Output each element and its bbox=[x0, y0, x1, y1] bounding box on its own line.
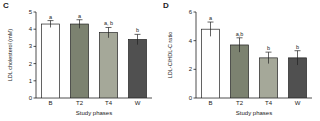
marks bbox=[202, 22, 307, 98]
significance-letter: a bbox=[209, 15, 213, 21]
y-tick-label: 4 bbox=[29, 26, 33, 32]
error-bar bbox=[208, 22, 214, 36]
y-tick-label: 2 bbox=[29, 61, 33, 67]
significance-letter: b bbox=[267, 45, 270, 51]
y-tick-label: 3 bbox=[29, 43, 33, 49]
error-bar bbox=[135, 34, 141, 44]
panel: D LDL-C/HDL-C ratio 0 2 4 6 a Ba,b T2 b T4 b W Study … bbox=[163, 1, 312, 116]
bar bbox=[42, 24, 60, 98]
error-bar bbox=[237, 38, 243, 52]
y-tick-label: 0 bbox=[189, 95, 193, 101]
y-tick bbox=[194, 69, 197, 70]
y-tick-label: 2 bbox=[189, 66, 193, 72]
x-tick-label: T2 bbox=[236, 100, 244, 106]
panel-label: D bbox=[163, 1, 169, 10]
panel-label: C bbox=[3, 1, 9, 10]
panel: C LDL cholesterol (mM) 0 1 2 3 4 5 a Ba T2 a, b T4 b W… bbox=[3, 1, 152, 116]
error-bar bbox=[295, 51, 301, 65]
bar bbox=[260, 58, 278, 98]
y-tick-label: 6 bbox=[189, 9, 193, 15]
y-tick bbox=[194, 12, 197, 13]
significance-letter: a bbox=[78, 13, 82, 19]
significance-letter: a,b bbox=[236, 31, 244, 37]
x-axis-title: Study phases bbox=[76, 110, 112, 116]
y-tick-label: 0 bbox=[29, 95, 33, 101]
significance-letter: a, b bbox=[104, 20, 113, 26]
y-tick-label: 4 bbox=[189, 38, 193, 44]
error-bar bbox=[266, 52, 272, 63]
marks bbox=[42, 20, 147, 98]
significance-letter: a bbox=[49, 14, 53, 20]
y-tick-label: 5 bbox=[29, 9, 33, 15]
bar bbox=[100, 33, 118, 98]
y-tick bbox=[34, 29, 37, 30]
y-tick bbox=[34, 80, 37, 81]
y-tick bbox=[34, 63, 37, 64]
y-axis bbox=[196, 12, 197, 98]
error-bar bbox=[48, 21, 54, 28]
y-tick bbox=[34, 12, 37, 13]
figure: C LDL cholesterol (mM) 0 1 2 3 4 5 a Ba T2 a, b T4 b W… bbox=[0, 0, 320, 121]
y-axis-title: LDL cholesterol (mM) bbox=[7, 29, 13, 82]
x-axis-title: Study phases bbox=[236, 110, 272, 116]
y-axis-title: LDL-C/HDL-C ratio bbox=[167, 32, 173, 78]
y-tick bbox=[34, 46, 37, 47]
x-tick-label: T4 bbox=[105, 100, 113, 106]
bar bbox=[71, 24, 89, 98]
bar bbox=[231, 45, 249, 98]
bar bbox=[202, 29, 220, 98]
error-bar bbox=[106, 27, 112, 37]
y-tick-label: 1 bbox=[29, 78, 33, 84]
x-tick-label: B bbox=[208, 100, 212, 106]
x-tick-label: W bbox=[135, 100, 141, 106]
x-tick-label: B bbox=[48, 100, 52, 106]
y-tick bbox=[34, 98, 37, 99]
y-tick bbox=[194, 98, 197, 99]
y-tick bbox=[194, 40, 197, 41]
bar bbox=[129, 40, 147, 98]
y-axis bbox=[36, 12, 37, 98]
x-tick-label: T4 bbox=[265, 100, 273, 106]
significance-letter: b bbox=[136, 27, 139, 33]
x-tick-label: T2 bbox=[76, 100, 84, 106]
significance-letter: b bbox=[296, 44, 299, 50]
x-tick-label: W bbox=[295, 100, 301, 106]
error-bar bbox=[77, 20, 83, 29]
